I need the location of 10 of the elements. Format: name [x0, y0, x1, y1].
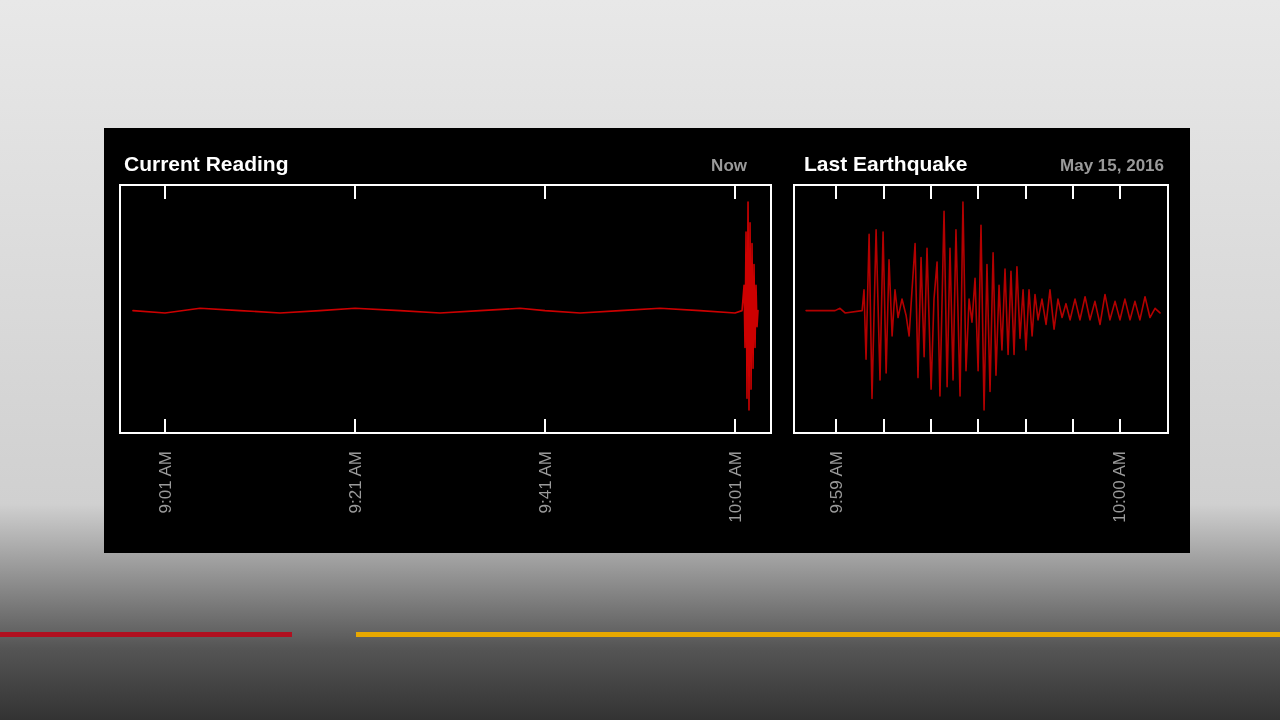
chart-title: Last Earthquake [804, 152, 968, 175]
x-tick-label: 9:21 AM [345, 451, 365, 514]
chart-title: Current Reading [124, 152, 289, 175]
chart-subtitle: Now [711, 156, 748, 175]
chart-subtitle: May 15, 2016 [1060, 156, 1164, 175]
x-tick-label: 10:00 AM [1110, 451, 1130, 523]
x-tick-label: 9:59 AM [826, 451, 846, 514]
x-tick-label: 9:01 AM [155, 451, 175, 514]
x-tick-label: 9:41 AM [535, 451, 555, 514]
x-tick-label: 10:01 AM [725, 451, 745, 523]
